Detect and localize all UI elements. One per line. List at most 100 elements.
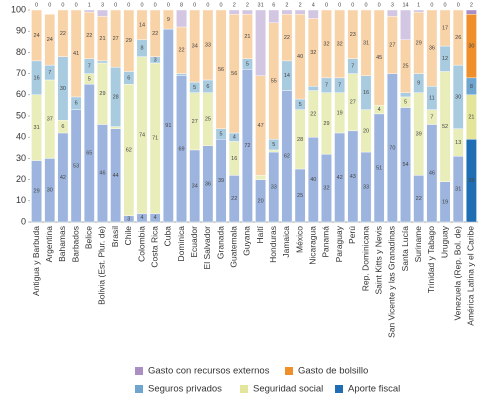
value-label: 29 <box>99 91 105 97</box>
value-label: 37 <box>47 117 53 123</box>
value-label: 0 <box>154 2 157 8</box>
bar-segment <box>334 9 345 79</box>
value-label: 32 <box>310 50 316 56</box>
value-label: 8 <box>470 84 473 90</box>
value-label: 0 <box>48 2 51 8</box>
value-label: 34 <box>192 183 198 189</box>
legend-swatch <box>285 367 293 375</box>
x-tick-label: Dominica <box>176 226 186 262</box>
value-label: 45 <box>376 55 382 61</box>
value-label: 46 <box>429 171 435 177</box>
value-label: 56 <box>218 67 224 73</box>
x-tick-label: Argentina <box>44 226 54 263</box>
bar-segment <box>163 9 174 30</box>
value-label: 14 <box>284 73 290 79</box>
y-tick-label: 50 <box>16 110 26 120</box>
value-label: 65 <box>86 151 92 157</box>
value-label: 6 <box>127 75 130 81</box>
x-tick-label: Santa Lucía <box>400 226 410 272</box>
legend-label: Aporte fiscal <box>348 384 400 395</box>
value-label: 22 <box>416 196 422 202</box>
x-tick-label: Nicaragua <box>308 226 318 265</box>
y-tick-label: 80 <box>16 47 26 57</box>
value-label: 41 <box>73 51 79 57</box>
value-label: 51 <box>376 165 382 171</box>
value-label: 31 <box>363 40 369 46</box>
bar-segment <box>31 9 42 62</box>
bar-segment <box>70 9 82 98</box>
value-label: 34 <box>192 43 198 49</box>
value-label: 6 <box>272 2 275 8</box>
value-label: 54 <box>402 162 408 168</box>
x-tick-label: San Vicente y las Granadinas <box>387 226 397 338</box>
value-label: 16 <box>34 75 40 81</box>
bar-segment <box>400 92 411 98</box>
value-label: 3 <box>391 2 394 8</box>
y-tick-label: 70 <box>16 68 26 78</box>
value-label: 28 <box>113 94 119 100</box>
bar-segment <box>452 9 464 66</box>
value-label: 5 <box>220 131 223 137</box>
value-label: 7 <box>325 83 328 89</box>
bar-segment <box>268 149 280 153</box>
value-label: 8 <box>180 2 183 8</box>
value-label: 32 <box>323 41 329 47</box>
value-label: 24 <box>34 33 40 39</box>
value-label: 42 <box>337 175 343 181</box>
value-label: 7 <box>338 83 341 89</box>
value-label: 0 <box>114 2 117 8</box>
value-label: 4 <box>154 215 157 221</box>
legend-label: Gasto de bolsillo <box>298 366 368 377</box>
value-label: 62 <box>126 147 132 153</box>
value-label: 21 <box>99 36 105 42</box>
x-tick-label: Costa Rica <box>149 226 159 268</box>
value-label: 6 <box>206 84 209 90</box>
value-label: 9 <box>417 81 420 87</box>
bar-segment <box>123 9 135 72</box>
bar-segment <box>281 9 293 15</box>
value-label: 30 <box>47 188 53 194</box>
bar-segment <box>307 86 319 91</box>
value-label: 32 <box>323 186 329 192</box>
x-tick-label: Guatemala <box>228 226 238 268</box>
value-label: 29 <box>126 38 132 44</box>
value-label: 16 <box>231 156 237 162</box>
bar-segment <box>268 9 280 23</box>
x-tick-label: Perú <box>347 226 357 244</box>
value-label: 55 <box>271 78 277 84</box>
value-label: 69 <box>178 146 184 152</box>
bar-segment <box>413 9 425 13</box>
value-label: 25 <box>297 193 303 199</box>
value-label: 9 <box>167 17 170 23</box>
value-label: 32 <box>337 41 343 47</box>
value-label: 62 <box>284 154 290 160</box>
bar-segment <box>466 9 477 15</box>
x-tick-label: Suriname <box>413 226 423 263</box>
x-tick-label: Antigua y Barbuda <box>31 226 41 296</box>
value-label: 0 <box>35 2 38 8</box>
value-label: 0 <box>378 2 381 8</box>
value-label: 71 <box>152 136 158 142</box>
value-label: 33 <box>363 184 369 190</box>
bar-segment <box>44 14 56 66</box>
value-label: 19 <box>337 110 343 116</box>
bar-segment <box>97 60 108 64</box>
value-label: 40 <box>297 54 303 60</box>
value-label: 0 <box>61 2 64 8</box>
value-label: 22 <box>231 196 237 202</box>
bar-segment <box>97 9 108 17</box>
value-label: 4 <box>312 2 315 8</box>
value-label: 0 <box>127 2 130 8</box>
value-label: 22 <box>310 111 316 117</box>
x-tick-label: Haití <box>255 225 265 243</box>
value-label: 44 <box>113 173 119 179</box>
bar-segment <box>215 9 227 129</box>
value-label: 6 <box>75 101 78 107</box>
value-label: 13 <box>455 140 461 146</box>
x-tick-label: Bolivia (Est. Plur. de) <box>97 226 107 305</box>
value-label: 8 <box>140 46 143 52</box>
value-label: 29 <box>323 121 329 127</box>
legend-swatch <box>135 367 143 375</box>
value-label: 24 <box>47 37 53 43</box>
value-label: 21 <box>468 115 474 121</box>
